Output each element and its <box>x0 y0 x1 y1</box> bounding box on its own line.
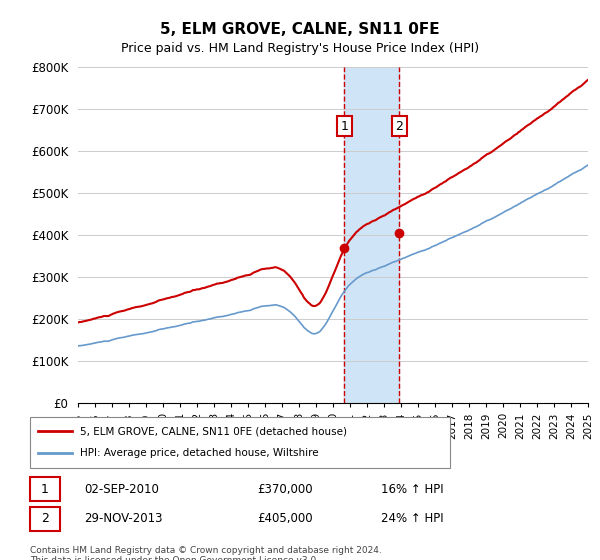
Text: 2: 2 <box>41 512 49 525</box>
Text: Contains HM Land Registry data © Crown copyright and database right 2024.
This d: Contains HM Land Registry data © Crown c… <box>30 546 382 560</box>
Text: 24% ↑ HPI: 24% ↑ HPI <box>381 512 443 525</box>
FancyBboxPatch shape <box>30 477 60 501</box>
Text: 1: 1 <box>340 119 349 133</box>
Bar <box>344 67 399 403</box>
Text: 29-NOV-2013: 29-NOV-2013 <box>84 512 163 525</box>
Text: HPI: Average price, detached house, Wiltshire: HPI: Average price, detached house, Wilt… <box>80 449 319 459</box>
Text: £370,000: £370,000 <box>257 483 313 496</box>
Text: 16% ↑ HPI: 16% ↑ HPI <box>381 483 443 496</box>
Text: 1: 1 <box>41 483 49 496</box>
Text: 5, ELM GROVE, CALNE, SN11 0FE (detached house): 5, ELM GROVE, CALNE, SN11 0FE (detached … <box>80 426 347 436</box>
Text: 02-SEP-2010: 02-SEP-2010 <box>84 483 159 496</box>
Text: Price paid vs. HM Land Registry's House Price Index (HPI): Price paid vs. HM Land Registry's House … <box>121 42 479 55</box>
Text: 5, ELM GROVE, CALNE, SN11 0FE: 5, ELM GROVE, CALNE, SN11 0FE <box>160 22 440 38</box>
Text: 2: 2 <box>395 119 403 133</box>
FancyBboxPatch shape <box>30 507 60 531</box>
FancyBboxPatch shape <box>30 417 450 468</box>
Text: £405,000: £405,000 <box>257 512 313 525</box>
